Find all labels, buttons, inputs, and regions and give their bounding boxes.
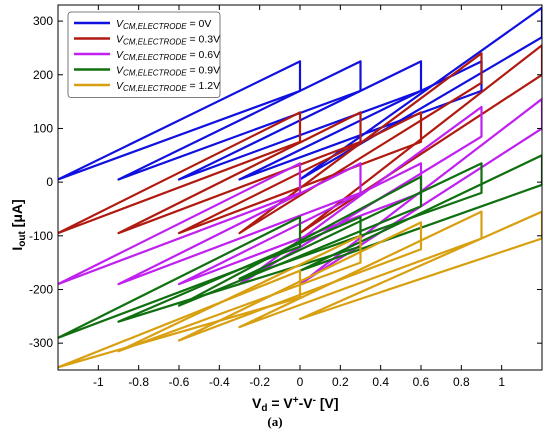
x-tick-label: 0.4 (372, 375, 389, 389)
x-tick-label: -0.4 (209, 375, 230, 389)
legend-entry-0: VCM,ELECTRODE = 0V (74, 18, 211, 31)
x-tick-label: 0.6 (413, 375, 430, 389)
x-axis-label-mid: -V (299, 395, 314, 411)
legend-entry-2: VCM,ELECTRODE = 0.6V (74, 49, 220, 62)
legend-label: VCM,ELECTRODE = 0.9V (116, 65, 220, 78)
series-layer (58, 6, 542, 369)
legend-label: VCM,ELECTRODE = 0.3V (116, 34, 220, 47)
series-3-loop-0 (58, 215, 302, 339)
x-axis-label-sup2: - (313, 395, 316, 406)
series-3-loop-3 (238, 162, 483, 280)
y-axis-label-unit: [μA] (9, 199, 25, 231)
x-tick-label: -0.6 (169, 375, 190, 389)
x-tick-label: -0.8 (128, 375, 149, 389)
y-tick-label: 100 (33, 121, 53, 135)
y-axis-label: Iout [μA] (9, 199, 28, 250)
x-tick-label: -0.2 (249, 375, 270, 389)
x-axis-label-eq: = V (267, 395, 293, 411)
legend-entry-4: VCM,ELECTRODE = 1.2V (74, 80, 220, 93)
series-4-loop-2 (177, 221, 423, 342)
x-axis-label-sub: d (261, 403, 267, 414)
legend: VCM,ELECTRODE = 0V VCM,ELECTRODE = 0.3V VC… (67, 11, 221, 98)
legend-box (67, 11, 221, 98)
y-axis-label-sub: out (17, 231, 28, 247)
y-tick-label: -200 (29, 282, 53, 296)
legend-label: VCM,ELECTRODE = 0.6V (116, 49, 220, 62)
y-tick-label: -100 (29, 229, 53, 243)
legend-label: VCM,ELECTRODE = 1.2V (116, 80, 220, 93)
x-axis-label: Vd = V+-V- [V] (252, 395, 339, 414)
x-axis-label-sup1: + (293, 395, 299, 406)
series-4 (58, 210, 542, 369)
y-tick-label: 300 (33, 14, 53, 28)
x-tick-label: -1 (93, 375, 104, 389)
y-axis-label-main: I (9, 247, 25, 251)
y-tick-label: 200 (33, 68, 53, 82)
ticks-layer: -1 -0.8 -0.6 -0.4 -0.2 0 0.2 0.4 0.6 0.8 1 -300 -200… (29, 5, 542, 389)
y-tick-label: 0 (46, 175, 53, 189)
legend-entry-1: VCM,ELECTRODE = 0.3V (74, 34, 220, 47)
x-tick-label: 0.8 (453, 375, 470, 389)
x-tick-label: 0.2 (332, 375, 349, 389)
figure-caption: (a) (267, 414, 283, 429)
x-axis-label-unit: [V] (316, 395, 339, 411)
x-tick-label: 1 (498, 375, 505, 389)
legend-entry-3: VCM,ELECTRODE = 0.9V (74, 65, 220, 78)
series-4-loop-4 (298, 210, 542, 321)
y-tick-label: -300 (29, 336, 53, 350)
x-tick-label: 0 (297, 375, 304, 389)
legend-label: VCM,ELECTRODE = 0V (116, 18, 211, 31)
series-4-loop-1 (117, 234, 362, 353)
x-axis-label-main: V (252, 395, 262, 411)
